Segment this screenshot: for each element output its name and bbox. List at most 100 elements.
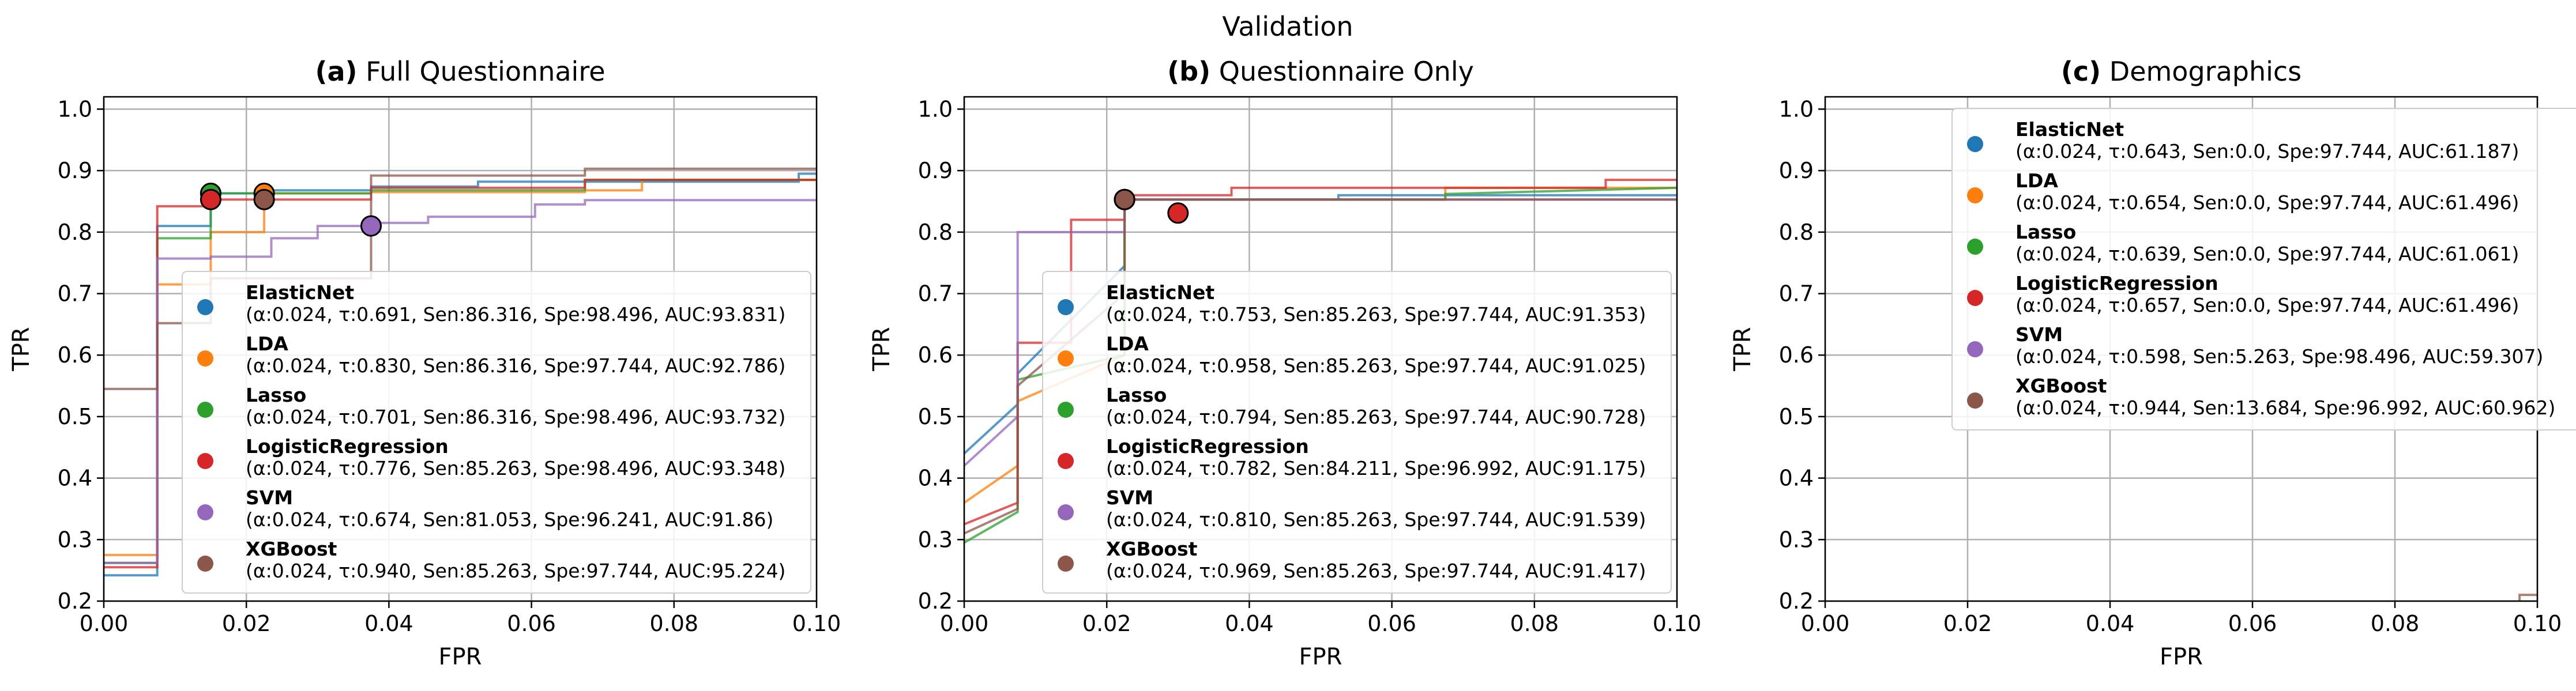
legend-marker-xgboost — [197, 556, 213, 572]
x-tick-label: 0.00 — [1801, 611, 1850, 636]
x-tick-label: 0.00 — [80, 611, 129, 636]
x-axis-label: FPR — [2160, 644, 2203, 670]
legend-detail: (α:0.024, τ:0.794, Sen:85.263, Spe:97.74… — [1106, 406, 1646, 428]
series-lines — [2518, 594, 2537, 601]
panel-title: (c) Demographics — [2061, 56, 2302, 87]
legend-detail: (α:0.024, τ:0.657, Sen:0.0, Spe:97.744, … — [2015, 294, 2519, 316]
panel-letter: (a) — [315, 56, 357, 87]
y-tick-label: 1.0 — [58, 96, 92, 122]
panel-title-text: Questionnaire Only — [1210, 56, 1474, 87]
y-tick-label: 0.6 — [58, 342, 92, 368]
x-axis-label: FPR — [1299, 644, 1342, 670]
panel-3: 0.00 0.02 0.04 0.06 0.08 0.10 0.2 0.3 0.4 0.5 0.6 0… — [1729, 56, 2576, 670]
x-tick-label: 0.08 — [2371, 611, 2420, 636]
legend-detail: (α:0.024, τ:0.958, Sen:85.263, Spe:97.74… — [1106, 354, 1646, 377]
legend-name: SVM — [246, 486, 293, 509]
legend: ElasticNet(α:0.024, τ:0.643, Sen:0.0, Sp… — [1951, 108, 2576, 431]
panel-title: (b) Questionnaire Only — [1167, 56, 1474, 87]
x-tick-label: 0.04 — [1225, 611, 1274, 636]
legend-name: LDA — [246, 333, 288, 355]
legend-name: LogisticRegression — [246, 435, 449, 458]
legend-name: LogisticRegression — [2015, 272, 2218, 294]
y-tick-label: 0.3 — [918, 527, 953, 552]
legend-marker-xgboost — [1967, 392, 1983, 409]
axes-frame — [963, 96, 1678, 602]
x-tick-label: 0.02 — [1082, 611, 1131, 636]
legend-detail: (α:0.024, τ:0.830, Sen:86.316, Spe:97.74… — [246, 354, 785, 377]
legend-detail: (α:0.024, τ:0.753, Sen:85.263, Spe:97.74… — [1106, 303, 1646, 326]
legend-marker-lasso — [1058, 402, 1074, 418]
legend-marker-svm — [1967, 341, 1983, 357]
legend-box — [1951, 108, 2576, 431]
y-tick-label: 0.7 — [58, 281, 92, 306]
legend-marker-lda — [1058, 350, 1074, 367]
y-tick-label: 0.9 — [918, 158, 953, 183]
legend-marker-elasticnet — [197, 299, 213, 315]
legend-detail: (α:0.024, τ:0.940, Sen:85.263, Spe:97.74… — [246, 560, 785, 582]
y-tick-label: 1.0 — [1779, 96, 1814, 122]
x-tick-label: 0.06 — [2228, 611, 2277, 636]
legend-detail: (α:0.024, τ:0.701, Sen:86.316, Spe:98.49… — [246, 406, 785, 428]
x-tick-label: 0.02 — [1943, 611, 1992, 636]
y-tick-label: 0.8 — [918, 220, 953, 245]
panel-letter: (b) — [1167, 56, 1210, 87]
legend-detail: (α:0.024, τ:0.944, Sen:13.684, Spe:96.99… — [2015, 397, 2555, 419]
x-tick-label: 0.02 — [222, 611, 271, 636]
legend-detail: (α:0.024, τ:0.691, Sen:86.316, Spe:98.49… — [246, 303, 785, 326]
legend-detail: (α:0.024, τ:0.639, Sen:0.0, Spe:97.744, … — [2015, 243, 2519, 265]
y-tick-label: 0.2 — [58, 588, 92, 614]
y-tick-label: 0.2 — [1779, 588, 1814, 614]
legend-marker-lasso — [197, 402, 213, 418]
legend-marker-svm — [1058, 504, 1074, 520]
x-tick-label: 0.08 — [649, 611, 698, 636]
legend-name: LDA — [2015, 169, 2058, 192]
y-axis-label: TPR — [8, 327, 35, 371]
legend-name: XGBoost — [1106, 538, 1198, 560]
axes-frame — [103, 96, 818, 602]
operating-point-xgboost — [1114, 188, 1135, 210]
legend-marker-logisticregression — [1967, 290, 1983, 306]
legend-marker-lda — [1967, 187, 1983, 203]
y-tick-label: 1.0 — [918, 96, 953, 122]
legend-detail: (α:0.024, τ:0.654, Sen:0.0, Spe:97.744, … — [2015, 191, 2519, 214]
y-tick-label: 0.6 — [1779, 342, 1814, 368]
legend-box — [182, 271, 811, 594]
y-tick-label: 0.7 — [1779, 281, 1814, 306]
legend-marker-xgboost — [1058, 556, 1074, 572]
operating-point-logisticregression — [1167, 202, 1189, 224]
panel-1: 0.00 0.02 0.04 0.06 0.08 0.10 0.2 0.3 0.4 0.5 0.6 0… — [8, 56, 841, 670]
legend-name: SVM — [2015, 323, 2063, 346]
y-tick-label: 0.4 — [1779, 466, 1814, 491]
legend-name: XGBoost — [2015, 375, 2107, 397]
legend-marker-elasticnet — [1967, 136, 1983, 152]
y-tick-label: 0.4 — [918, 466, 953, 491]
legend-name: XGBoost — [246, 538, 337, 560]
x-tick-label: 0.04 — [2086, 611, 2135, 636]
y-tick-label: 0.5 — [918, 404, 953, 429]
y-tick-label: 0.9 — [58, 158, 92, 183]
legend-name: SVM — [1106, 486, 1153, 509]
panel-title-text: Demographics — [2101, 56, 2302, 87]
y-axis-label: TPR — [868, 327, 895, 371]
y-tick-label: 0.7 — [918, 281, 953, 306]
y-tick-label: 0.8 — [58, 220, 92, 245]
legend-name: ElasticNet — [246, 281, 354, 304]
x-tick-label: 0.06 — [507, 611, 556, 636]
y-tick-label: 0.3 — [58, 527, 92, 552]
y-tick-label: 0.9 — [1779, 158, 1814, 183]
legend: ElasticNet(α:0.024, τ:0.691, Sen:86.316,… — [182, 271, 811, 594]
legend-name: Lasso — [246, 384, 306, 406]
legend-marker-elasticnet — [1058, 299, 1074, 315]
roc-line-svm — [104, 199, 817, 564]
y-tick-label: 0.6 — [918, 342, 953, 368]
operating-point-svm — [360, 215, 382, 237]
legend-detail: (α:0.024, τ:0.598, Sen:5.263, Spe:98.496… — [2015, 345, 2543, 368]
legend-detail: (α:0.024, τ:0.776, Sen:85.263, Spe:98.49… — [246, 457, 785, 479]
legend-detail: (α:0.024, τ:0.782, Sen:84.211, Spe:96.99… — [1106, 457, 1646, 479]
legend-box — [1042, 271, 1672, 594]
roc-line-xgboost — [2518, 594, 2537, 601]
panel-title: (a) Full Questionnaire — [315, 56, 605, 87]
y-tick-label: 0.4 — [58, 466, 92, 491]
legend-name: Lasso — [1106, 384, 1167, 406]
